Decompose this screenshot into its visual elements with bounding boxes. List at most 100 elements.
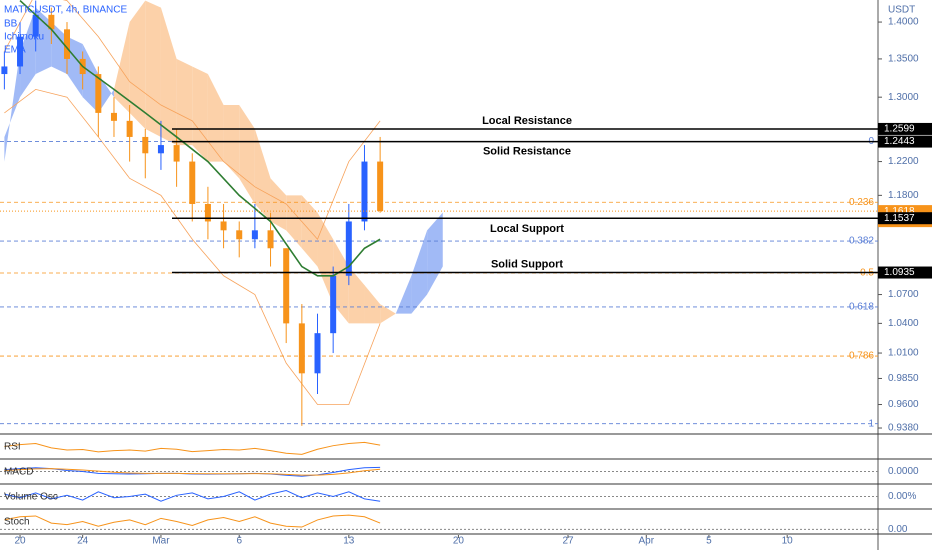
cloud-segment (348, 266, 365, 324)
level-label: Local Support (490, 223, 564, 235)
candle-body (157, 145, 164, 154)
price-tag (878, 122, 932, 135)
candle-body (220, 221, 227, 231)
x-tick-label: 20 (14, 536, 26, 547)
indicator-line (4, 490, 381, 502)
axis-label: USDT (888, 5, 915, 16)
y-tick-label: 1.0100 (888, 348, 919, 359)
cloud-segment (176, 58, 193, 146)
price-tag-label: 1.2443 (884, 136, 915, 147)
y-tick-label: 1.1800 (888, 190, 919, 201)
candle-body (189, 161, 196, 204)
cloud-segment (239, 105, 255, 204)
cloud-segment (254, 128, 271, 222)
panel-label: MACD (4, 467, 33, 478)
legend-item: EMA (4, 45, 26, 56)
candle-body (142, 136, 149, 154)
fib-label: 0.618 (849, 302, 874, 313)
x-tick-label: 6 (236, 536, 242, 547)
price-tag-label: 1.2599 (884, 124, 915, 135)
x-tick-label: 5 (706, 536, 712, 547)
x-tick-label: 10 (782, 536, 794, 547)
candle-body (236, 230, 243, 240)
cloud-segment (380, 304, 396, 324)
candle-body (314, 333, 321, 374)
y-tick-label: 1.4000 (888, 17, 919, 28)
cloud-segment (207, 74, 224, 162)
level-label: Local Resistance (482, 115, 572, 127)
cloud-segment (317, 212, 334, 305)
price-tag (878, 266, 932, 279)
x-tick-label: Apr (639, 536, 655, 547)
cloud-segment (395, 275, 412, 314)
x-tick-label: 24 (77, 536, 89, 547)
price-tag (878, 212, 932, 225)
fib-label: 0.786 (849, 351, 874, 362)
cloud-segment (270, 178, 287, 231)
ema (19, 0, 381, 277)
panel-label: Volume Osc (4, 492, 58, 503)
fib-label: 0.382 (849, 236, 874, 247)
y-tick-label: 1.0400 (888, 318, 919, 329)
x-tick-label: 13 (343, 536, 355, 547)
cloud-segment (129, 0, 146, 129)
cloud-segment (98, 74, 114, 113)
panel-tick-label: 0.0000 (888, 466, 919, 477)
cloud-segment (82, 44, 99, 113)
y-tick-label: 1.2200 (888, 156, 919, 167)
panel-label: RSI (4, 442, 21, 453)
y-tick-label: 0.9850 (888, 373, 919, 384)
candle-body (48, 14, 55, 30)
panel-tick-label: 0.00 (888, 524, 908, 535)
x-tick-label: 27 (562, 536, 574, 547)
legend-title: MATICUSDT, 4h, BINANCE (4, 5, 127, 16)
candle-body (267, 230, 274, 249)
candle-body (32, 14, 39, 37)
candle-body (126, 120, 133, 137)
candle-body (1, 66, 8, 75)
indicator-line (4, 514, 381, 528)
cloud-segment (35, 7, 52, 75)
indicator-line (4, 441, 381, 455)
cloud-segment (145, 0, 161, 137)
candle-body (377, 161, 384, 212)
price-tag-label: 1.1618 (884, 206, 915, 217)
y-tick-label: 1.3000 (888, 92, 919, 103)
cloud-segment (427, 212, 443, 295)
candle-body (283, 248, 290, 324)
candle-body (64, 29, 71, 59)
legend-item: Ichimoku (4, 32, 44, 43)
candle-body (251, 230, 258, 240)
cloud-segment (20, 7, 36, 98)
candle-body (110, 112, 117, 121)
bb-upper (4, 0, 381, 240)
panel-label: Stoch (4, 517, 30, 528)
cloud-segment (333, 239, 349, 324)
cloud-segment (192, 66, 208, 162)
candle-body (204, 203, 211, 222)
fib-label: 1 (868, 418, 874, 429)
bb-lower (4, 88, 381, 405)
legend-item: BB (4, 19, 18, 30)
candle-body (361, 161, 368, 222)
level-label: Solid Resistance (483, 145, 571, 157)
indicator-line (4, 468, 381, 476)
panel-tick-label: 0.00% (888, 491, 916, 502)
x-tick-label: Mar (152, 536, 170, 547)
candle-body (95, 74, 102, 113)
price-tag-label: 1.0935 (884, 267, 915, 278)
candle-body (173, 145, 180, 162)
candle-body (298, 323, 305, 374)
cloud-segment (364, 285, 381, 324)
y-tick-label: 1.3500 (888, 54, 919, 65)
candle-body (330, 275, 337, 334)
level-label: Solid Support (491, 258, 563, 270)
candle-body (345, 221, 352, 276)
x-tick-label: 20 (453, 536, 465, 547)
price-tag (878, 135, 932, 148)
cloud-segment (113, 22, 130, 113)
cloud-segment (4, 51, 21, 162)
y-tick-label: 0.9600 (888, 399, 919, 410)
price-tag-label: 1.1537 (884, 213, 915, 224)
